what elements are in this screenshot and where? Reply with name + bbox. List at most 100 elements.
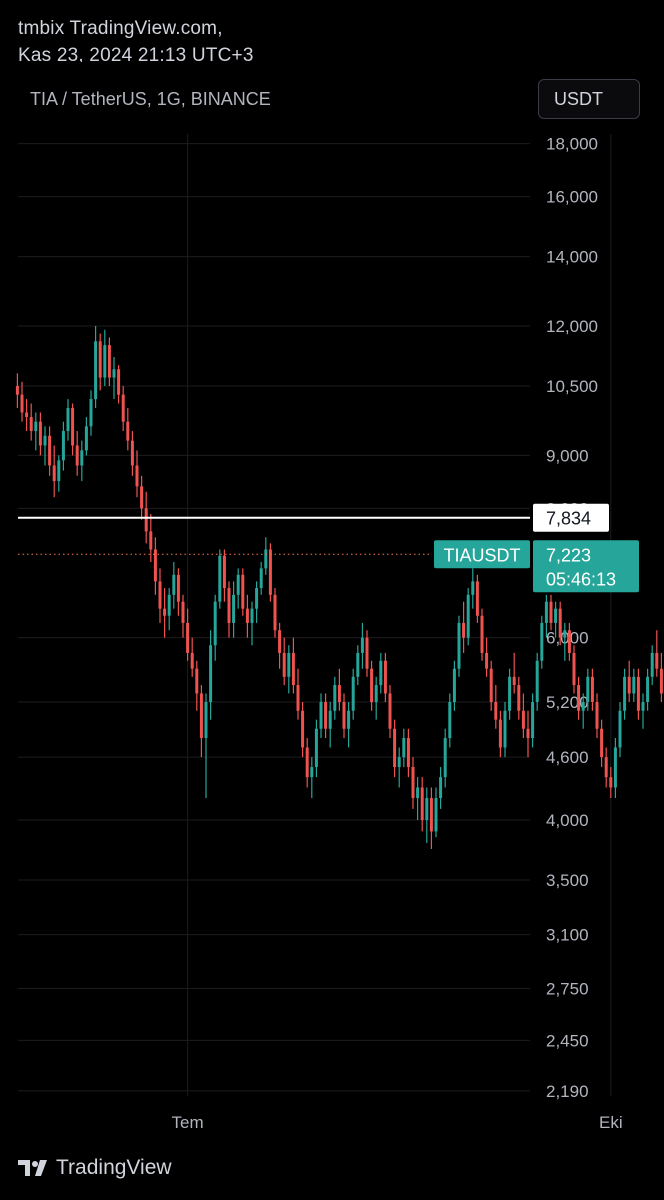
candle-body: [623, 676, 627, 711]
y-tick-label: 3,500: [546, 871, 589, 890]
symbol-badge: [434, 540, 530, 569]
candle-body: [94, 341, 98, 400]
candle-body: [80, 450, 84, 466]
candle-body: [34, 421, 38, 432]
candle-body: [632, 676, 636, 694]
candle-body: [521, 710, 525, 729]
candle-body: [641, 702, 645, 711]
candle-body: [71, 407, 75, 446]
candle-body: [273, 594, 277, 631]
candle-body: [167, 594, 171, 616]
candle-body: [227, 588, 231, 623]
candle-body: [498, 719, 502, 748]
candle-body: [379, 660, 383, 686]
candle-body: [268, 549, 272, 595]
candle-body: [563, 630, 567, 638]
candle-body: [158, 581, 162, 609]
candle-body: [600, 728, 604, 758]
candle-body: [126, 421, 130, 441]
y-tick-label: 10,500: [546, 377, 598, 396]
candle-body: [190, 652, 194, 669]
candle-body: [213, 601, 217, 646]
candle-body: [554, 608, 558, 623]
candle-body: [650, 652, 654, 677]
candle-body: [503, 710, 507, 748]
candle-body: [337, 685, 341, 703]
candle-body: [57, 460, 61, 482]
y-tick-label: 3,100: [546, 926, 589, 945]
candle-body: [383, 660, 387, 694]
chart-panel[interactable]: 18,00016,00014,00012,00010,5009,0008,000…: [0, 62, 664, 1154]
y-tick-label: 18,000: [546, 135, 598, 154]
y-tick-label: 4,000: [546, 811, 589, 830]
candle-body: [245, 608, 249, 623]
candle-body: [567, 630, 571, 653]
candle-body: [296, 685, 300, 711]
y-tick-label: 14,000: [546, 248, 598, 267]
candle-body: [324, 702, 328, 729]
y-tick-label: 16,000: [546, 188, 598, 207]
candlestick-chart[interactable]: 18,00016,00014,00012,00010,5009,0008,000…: [0, 62, 664, 1154]
candle-body: [61, 431, 65, 461]
candle-body: [416, 787, 420, 799]
candle-body: [222, 555, 226, 589]
currency-button[interactable]: USDT: [538, 79, 640, 119]
candle-body: [558, 608, 562, 638]
candle-body: [314, 728, 318, 768]
candle-body: [531, 702, 535, 739]
candle-body: [590, 676, 594, 703]
candle-body: [480, 615, 484, 653]
candle-body: [434, 798, 438, 832]
candle-body: [466, 594, 470, 638]
candle-body: [103, 345, 107, 378]
candle-body: [163, 608, 167, 616]
candle-body: [374, 685, 378, 703]
y-tick-label: 4,600: [546, 748, 589, 767]
countdown-label: 05:46:13: [546, 569, 616, 589]
candle-body: [420, 787, 424, 820]
candle-body: [84, 426, 88, 451]
x-tick-label: Tem: [172, 1113, 204, 1132]
candle-body: [517, 685, 521, 711]
candle-body: [89, 399, 93, 427]
candle-body: [347, 710, 351, 729]
candle-body: [365, 637, 369, 669]
candle-body: [195, 668, 199, 694]
candle-body: [540, 622, 544, 661]
candle-body: [255, 588, 259, 609]
candle-body: [457, 622, 461, 669]
candle-body: [209, 645, 213, 703]
candle-body: [287, 652, 291, 677]
candle-body: [149, 531, 153, 550]
candle-body: [176, 574, 180, 602]
candle-body: [604, 757, 608, 778]
candle-body: [25, 412, 29, 418]
candle-body: [342, 702, 346, 729]
candle-body: [107, 345, 111, 378]
candle-body: [218, 555, 222, 602]
candle-body: [43, 435, 47, 446]
candle-body: [646, 676, 650, 703]
last-price-label: 7,223: [546, 545, 591, 565]
candle-body: [153, 549, 157, 582]
candle-body: [489, 668, 493, 703]
candle-body: [29, 417, 33, 432]
candle-body: [264, 549, 268, 569]
candle-body: [130, 440, 134, 466]
candle-body: [586, 676, 590, 703]
candle-body: [393, 728, 397, 768]
last-price-box: [533, 540, 639, 593]
candle-body: [310, 767, 314, 778]
y-tick-label: 2,750: [546, 979, 589, 998]
candle-body: [388, 693, 392, 729]
candle-body: [232, 594, 236, 623]
candle-body: [627, 676, 631, 694]
candle-body: [544, 601, 548, 623]
candle-body: [356, 652, 360, 677]
candle-body: [144, 508, 148, 532]
candle-body: [117, 369, 121, 395]
y-tick-label: 2,450: [546, 1031, 589, 1050]
footer-brand: TradingView: [56, 1156, 172, 1179]
candle-body: [439, 777, 443, 799]
candle-body: [508, 676, 512, 711]
